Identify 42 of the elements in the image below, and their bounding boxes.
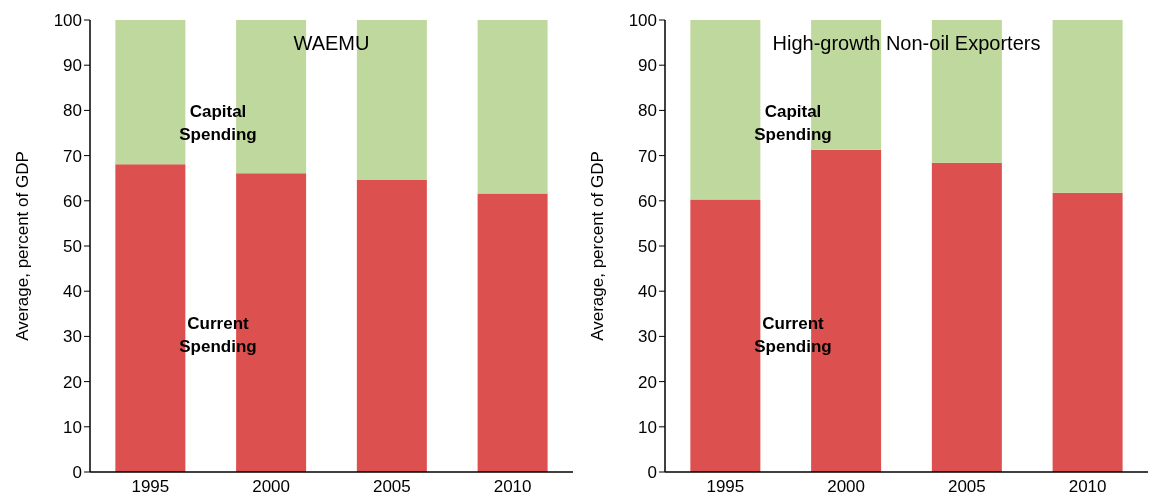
y-axis-title: Average, percent of GDP [13,151,33,341]
y-tick-label: 80 [63,101,82,121]
y-tick-label: 20 [63,372,82,392]
x-tick-label: 2005 [372,477,411,497]
y-tick-label: 90 [63,56,82,76]
x-tick-label: 2010 [493,477,532,497]
bar [931,162,1002,472]
y-tick-label: 50 [638,237,657,257]
y-tick-label: 20 [638,372,657,392]
y-tick-label: 80 [638,101,657,121]
y-tick-label: 100 [628,11,657,31]
x-tick-label: 1995 [131,477,170,497]
y-tick-label: 10 [638,417,657,437]
x-tick-label: 2010 [1068,477,1107,497]
y-tick-label: 70 [63,146,82,166]
y-tick-label: 50 [63,237,82,257]
y-tick-label: 10 [63,417,82,437]
bar [1052,192,1123,472]
x-tick-label: 2005 [947,477,986,497]
annotation: Capital Spending [753,101,833,146]
x-tick-label: 2000 [827,477,866,497]
bar [356,180,427,472]
y-axis-title: Average, percent of GDP [588,151,608,341]
y-tick-label: 100 [53,11,82,31]
bar [477,20,548,194]
y-tick-label: 60 [63,191,82,211]
bar [477,193,548,472]
y-tick-label: 40 [638,282,657,302]
annotation: Capital Spending [178,101,258,146]
y-tick-label: 30 [638,327,657,347]
y-tick-label: 0 [647,463,657,483]
y-tick-label: 0 [72,463,82,483]
y-tick-label: 90 [638,56,657,76]
text: WAEMU [292,32,371,55]
bar [1052,20,1123,193]
x-tick-label: 1995 [706,477,745,497]
y-tick-label: 30 [63,327,82,347]
y-tick-label: 40 [63,282,82,302]
text: High-growth Non-oil Exporters [771,32,1042,55]
y-tick-label: 70 [638,146,657,166]
x-tick-label: 2000 [252,477,291,497]
y-tick-label: 60 [638,191,657,211]
